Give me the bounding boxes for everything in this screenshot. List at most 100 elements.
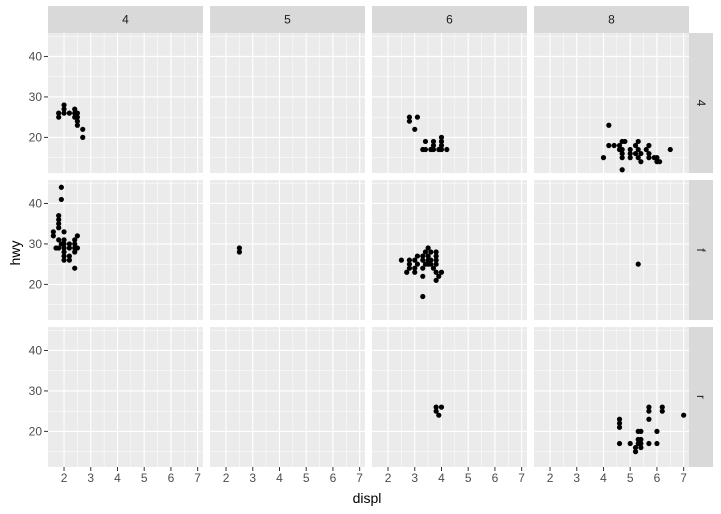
y-tick-label: 30 (29, 384, 43, 398)
data-point (56, 114, 62, 120)
x-tick-label: 2 (547, 471, 554, 485)
data-point (627, 440, 633, 447)
data-point (61, 102, 67, 108)
data-point (414, 114, 421, 120)
data-point (66, 257, 72, 263)
panel-2-0 (372, 33, 527, 173)
panel-2-1 (372, 180, 527, 320)
x-axis-title: displ (353, 490, 382, 506)
data-point (50, 233, 56, 239)
panel-3-1 (534, 180, 689, 320)
data-point (643, 146, 649, 153)
data-point (236, 249, 242, 255)
x-tick-label: 5 (141, 471, 148, 485)
data-point (654, 155, 660, 161)
data-point (433, 277, 439, 283)
y-axis-title: hwy (7, 241, 23, 266)
data-point (619, 167, 625, 173)
points-6-r (433, 404, 445, 418)
data-point (681, 412, 687, 418)
data-point (422, 138, 429, 145)
data-point (646, 155, 652, 161)
data-point (667, 146, 673, 153)
data-point (412, 265, 418, 271)
data-point (606, 122, 612, 128)
points-4-f (50, 184, 80, 271)
points-8-r (616, 404, 687, 455)
x-tick-label: 4 (438, 471, 445, 485)
panel-3-2 (534, 327, 689, 467)
data-point (638, 440, 644, 447)
panel-0-2 (48, 327, 203, 467)
data-point (80, 134, 86, 140)
col-strip-label: 8 (608, 13, 615, 27)
data-point (646, 404, 652, 410)
data-point (616, 416, 623, 422)
x-tick-label: 3 (573, 471, 580, 485)
data-point (425, 253, 431, 259)
panel-background (210, 33, 365, 173)
data-point (61, 106, 67, 112)
panel-background (48, 327, 203, 467)
data-point (72, 237, 78, 243)
panel-0-0 (48, 33, 203, 173)
points-6-4 (406, 114, 450, 153)
data-point (646, 440, 652, 447)
x-tick-label: 7 (680, 471, 687, 485)
data-point (420, 293, 426, 300)
data-point (66, 241, 72, 247)
data-point (438, 142, 445, 149)
x-tick-label: 7 (356, 471, 363, 485)
data-point (50, 229, 56, 235)
data-point (61, 253, 67, 259)
data-point (80, 126, 86, 132)
data-point (236, 245, 242, 251)
x-tick-label: 5 (303, 471, 310, 485)
data-point (632, 150, 639, 157)
data-point (412, 269, 418, 275)
data-point (616, 142, 623, 149)
data-point (646, 416, 652, 422)
data-point (438, 269, 445, 275)
data-point (627, 146, 633, 153)
data-point (638, 444, 644, 451)
data-point (430, 265, 437, 271)
panel-0-1 (48, 180, 203, 320)
data-point (433, 257, 439, 263)
panel-2-2 (372, 327, 527, 467)
data-point (56, 221, 62, 227)
data-point (619, 155, 625, 161)
data-point (654, 428, 660, 434)
col-strip-label: 5 (284, 13, 291, 27)
data-point (58, 184, 64, 190)
data-point (74, 110, 80, 116)
panel-3-0 (534, 33, 689, 173)
data-point (420, 253, 426, 259)
data-point (433, 404, 439, 410)
panel-background (534, 180, 689, 320)
row-strip-f (689, 180, 713, 320)
data-point (56, 225, 62, 231)
data-point (420, 265, 426, 271)
x-tick-label: 4 (600, 471, 607, 485)
data-point (619, 146, 625, 153)
data-point (638, 150, 644, 157)
data-point (632, 142, 639, 149)
data-point (635, 146, 641, 153)
data-point (436, 273, 442, 279)
data-point (438, 134, 445, 140)
panel-background (534, 33, 689, 173)
axes-layer: 20 30 40 20 30 40 20 30 40 2 3 4 5 6 7 2 3 4 5 6 7 2 3 4 5 6 7 2 3 4 5… (29, 49, 688, 485)
data-point (638, 436, 644, 443)
data-point (66, 253, 72, 259)
x-tick-label: 7 (194, 471, 201, 485)
data-point (433, 253, 439, 259)
x-tick-label: 4 (114, 471, 121, 485)
data-point (61, 241, 67, 247)
data-point (72, 241, 78, 247)
data-point (638, 428, 644, 434)
x-tick-label: 3 (249, 471, 256, 485)
data-point (428, 257, 434, 263)
panel-background (372, 180, 527, 320)
